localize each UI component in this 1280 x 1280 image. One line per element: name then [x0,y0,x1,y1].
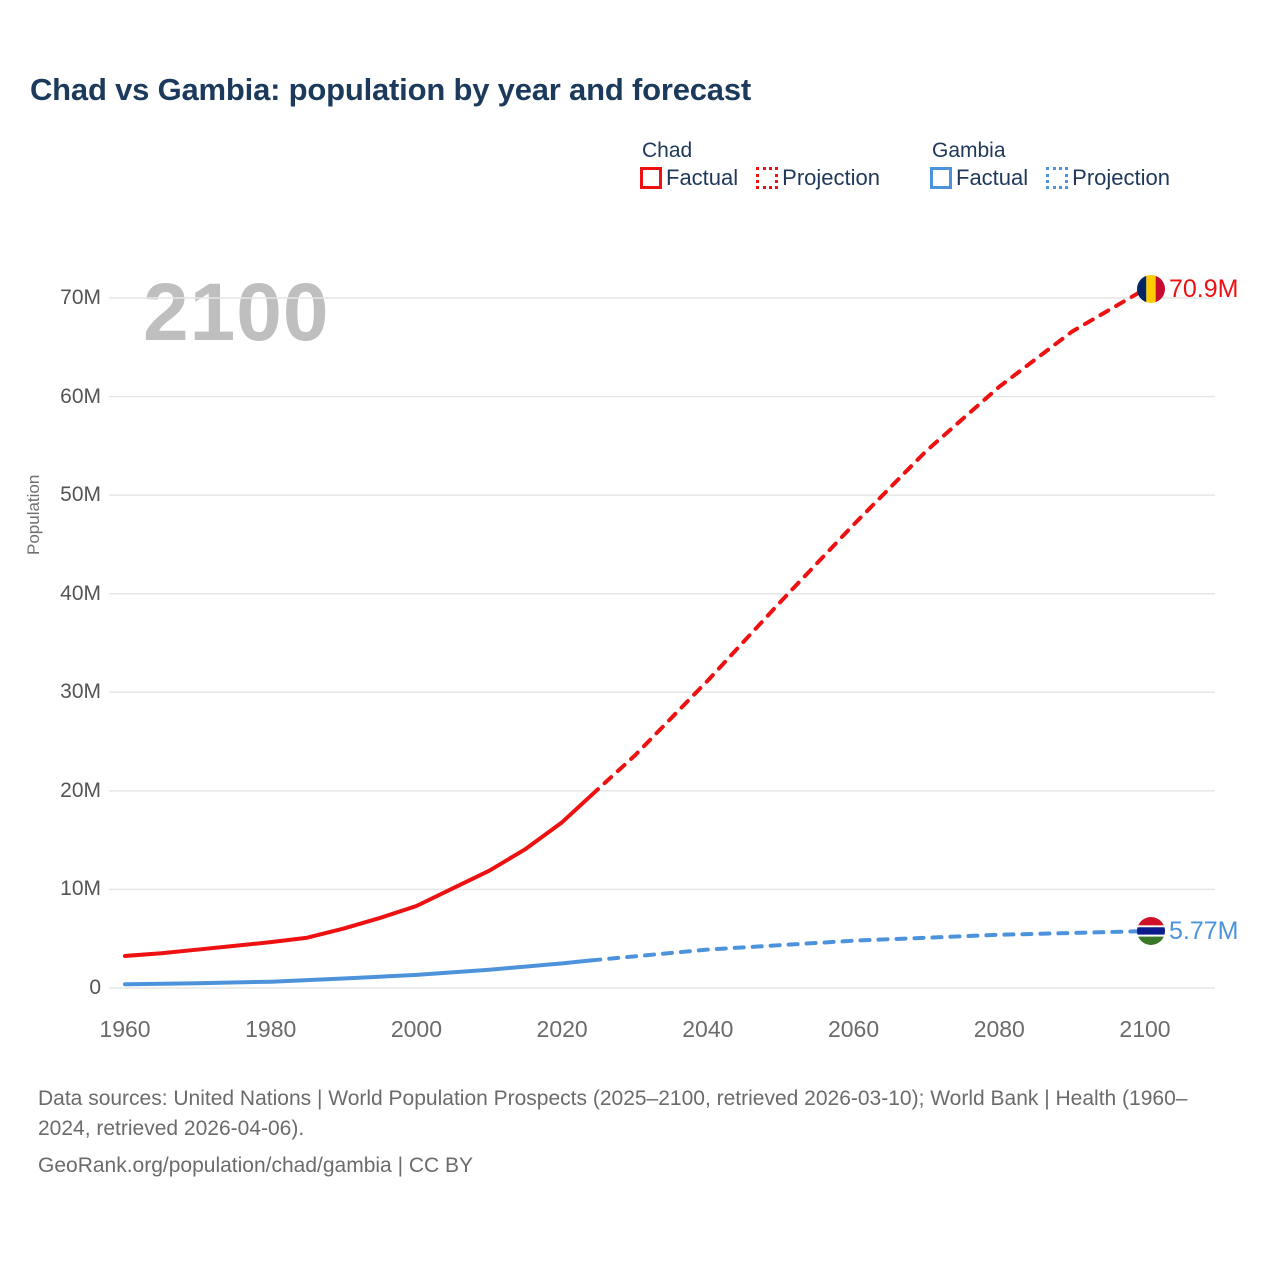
chart-plot-area: 2100 Population 0 10M 20M 30M 40M 50M 60M 70M 1… [24,267,1239,1042]
chad-flag-icon [1137,275,1165,304]
legend-group-chad: Chad Factual Projection [640,140,880,189]
y-axis-tick-label: 70M [60,286,101,309]
y-axis-tick-label: 0 [89,976,101,999]
footer: Data sources: United Nations | World Pop… [38,1084,1238,1181]
legend: Chad Factual Projection Gambia Factual P… [640,140,1170,189]
footer-data-sources: Data sources: United Nations | World Pop… [38,1087,1188,1141]
x-axis-tick-label: 1960 [99,1016,151,1042]
legend-group-gambia: Gambia Factual Projection [930,140,1170,189]
x-axis-tick-label: 2060 [827,1016,880,1042]
legend-swatch-solid-icon [930,167,952,189]
endpoint-value-gambia: 5.77M [1169,916,1239,945]
y-axis-tick-label: 30M [60,680,101,704]
legend-items-gambia: Factual Projection [930,167,1170,189]
gambia-flag-icon [1137,917,1165,946]
y-axis-tick-label: 20M [60,778,101,802]
endpoint-value-chad: 70.9M [1169,274,1239,303]
legend-swatch-dotted-icon [756,167,779,189]
legend-group-title-gambia: Gambia [932,139,1006,162]
legend-item-gambia-projection[interactable]: Projection [1046,167,1170,189]
legend-item-label: Projection [782,165,880,190]
series-lines [123,287,1147,987]
legend-items-chad: Factual Projection [640,167,880,189]
legend-item-label: Projection [1072,165,1170,190]
legend-item-chad-projection[interactable]: Projection [756,167,880,189]
legend-swatch-dotted-icon [1046,167,1069,189]
endpoint-marker-gambia[interactable]: 5.77M [1137,916,1239,946]
endpoint-marker-chad[interactable]: 70.9M [1137,274,1239,304]
x-axis-tick-label: 2020 [536,1016,588,1042]
y-axis-tick-label: 40M [60,581,101,605]
footer-credit: GeoRank.org/population/chad/gambia | CC … [38,1153,474,1177]
y-axis-tick-label: 60M [60,384,101,408]
legend-item-chad-factual[interactable]: Factual [640,167,738,189]
legend-swatch-solid-icon [640,167,662,189]
x-axis-tick-label: 1980 [245,1016,297,1042]
legend-item-label: Factual [666,165,739,190]
page-title: Chad vs Gambia: population by year and f… [30,72,751,107]
x-axis-tick-label: 2040 [682,1016,734,1042]
gridlines [109,297,1215,989]
chart-canvas [109,287,1215,989]
x-axis-tick-label: 2080 [973,1016,1025,1042]
legend-item-gambia-factual[interactable]: Factual [930,167,1028,189]
year-watermark: 2100 [143,267,330,358]
y-axis-tick-label: 10M [60,877,101,901]
y-axis-tick-label: 50M [60,483,101,507]
legend-group-title-chad: Chad [642,139,693,162]
legend-item-label: Factual [956,165,1029,190]
x-axis-tick-label: 2000 [390,1016,442,1042]
x-axis-tick-label: 2100 [1119,1016,1171,1042]
